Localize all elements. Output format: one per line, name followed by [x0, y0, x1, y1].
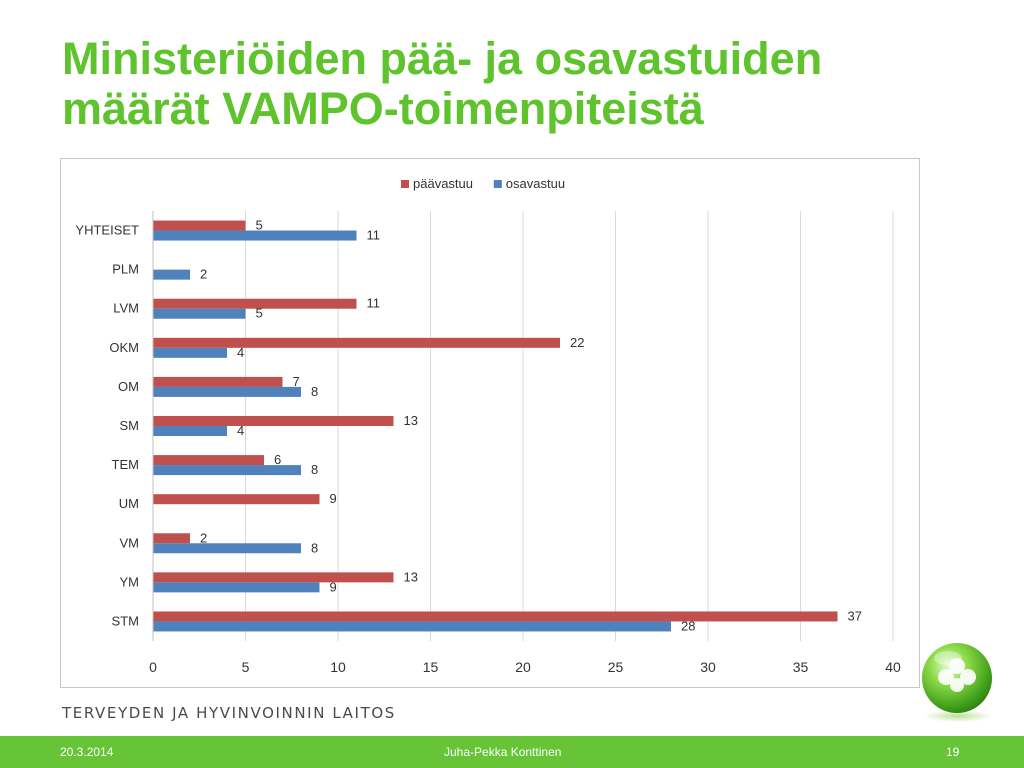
data-label: 37 [848, 608, 862, 623]
y-tick-label: LVM [113, 301, 139, 316]
clover-icon [938, 658, 976, 692]
x-tick-label: 40 [885, 659, 901, 675]
x-tick-label: 30 [700, 659, 716, 675]
y-tick-label: VM [120, 535, 140, 550]
bars [153, 220, 838, 632]
bar-päävastuu [153, 337, 560, 348]
footer-author: Juha-Pekka Konttinen [444, 745, 562, 759]
bar-päävastuu [153, 572, 394, 583]
bar-päävastuu [153, 494, 320, 505]
bar-osavastuu [153, 582, 320, 593]
thl-logo [922, 643, 992, 722]
data-label: 13 [404, 569, 418, 584]
slide-title: Ministeriöiden pää- ja osavastuiden määr… [62, 34, 942, 134]
logo-shadow [924, 710, 992, 722]
x-tick-label: 5 [242, 659, 250, 675]
bar-päävastuu [153, 376, 283, 387]
bar-osavastuu [153, 230, 357, 241]
x-tick-label: 0 [149, 659, 157, 675]
data-label: 5 [256, 306, 263, 321]
data-label: 2 [200, 530, 207, 545]
data-label: 22 [570, 335, 584, 350]
y-tick-label: OKM [109, 340, 139, 355]
slide-title-line-2: määrät VAMPO-toimenpiteistä [62, 83, 704, 134]
legend-swatch-osavastuu [493, 180, 502, 188]
bar-päävastuu [153, 611, 838, 622]
footer-bar: 20.3.2014 Juha-Pekka Konttinen 19 [0, 736, 1024, 768]
y-tick-label: TEM [112, 457, 139, 472]
data-label: 13 [404, 413, 418, 428]
data-label: 9 [330, 579, 337, 594]
legend-label-osavastuu: osavastuu [506, 176, 565, 191]
data-label: 2 [200, 267, 207, 282]
bar-osavastuu [153, 308, 246, 319]
bar-päävastuu [153, 416, 394, 426]
bar-päävastuu [153, 220, 246, 231]
y-tick-label: YHTEISET [75, 223, 139, 238]
x-tick-label: 10 [330, 659, 346, 675]
y-tick-label: STM [112, 613, 139, 628]
gridlines [245, 211, 894, 641]
bar-osavastuu [153, 543, 301, 554]
data-label: 4 [237, 423, 244, 438]
bar-päävastuu [153, 533, 190, 544]
data-label: 8 [311, 462, 318, 477]
y-tick-label: OM [118, 379, 139, 394]
x-tick-label: 15 [423, 659, 439, 675]
bar-osavastuu [153, 621, 671, 632]
data-label: 11 [367, 296, 381, 311]
data-label: 9 [330, 491, 337, 506]
data-label: 8 [311, 384, 318, 399]
data-label: 7 [293, 374, 300, 389]
bar-päävastuu [153, 455, 264, 466]
data-label: 5 [256, 218, 263, 233]
x-tick-label: 35 [793, 659, 809, 675]
data-label: 28 [681, 618, 695, 633]
x-tick-label: 25 [608, 659, 624, 675]
legend-label-päävastuu: päävastuu [413, 176, 473, 191]
chart-frame: 5 11 2 11 5 22 4 7 8 13 4 6 8 9 2 8 13 9 37 28 0 5 10 15 20 25 30… [60, 158, 920, 688]
bar-osavastuu [153, 465, 301, 476]
data-label: 6 [274, 452, 281, 467]
footer-date: 20.3.2014 [60, 745, 114, 759]
axes: 0 5 10 15 20 25 30 35 40YHTEISETPLMLVMOKMOMSMTEM… [75, 211, 901, 675]
legend-swatch-päävastuu [401, 180, 409, 188]
bar-osavastuu [153, 347, 227, 358]
footer-page-number: 19 [946, 745, 960, 759]
bar-osavastuu [153, 426, 227, 436]
data-label: 11 [367, 228, 381, 243]
x-tick-label: 20 [515, 659, 531, 675]
y-tick-label: PLM [112, 262, 139, 277]
y-tick-label: UM [119, 496, 139, 511]
bar-osavastuu [153, 269, 190, 280]
organization-name: TERVEYDEN JA HYVINVOINNIN LAITOS [62, 704, 396, 722]
y-tick-label: YM [120, 574, 140, 589]
data-label: 8 [311, 540, 318, 555]
y-tick-label: SM [120, 418, 140, 433]
logo-highlight [934, 651, 962, 665]
slide-title-line-1: Ministeriöiden pää- ja osavastuiden [62, 33, 823, 84]
legend: päävastuu osavastuu [401, 176, 565, 191]
data-label: 4 [237, 345, 244, 360]
bar-osavastuu [153, 386, 301, 397]
bar-päävastuu [153, 298, 357, 309]
